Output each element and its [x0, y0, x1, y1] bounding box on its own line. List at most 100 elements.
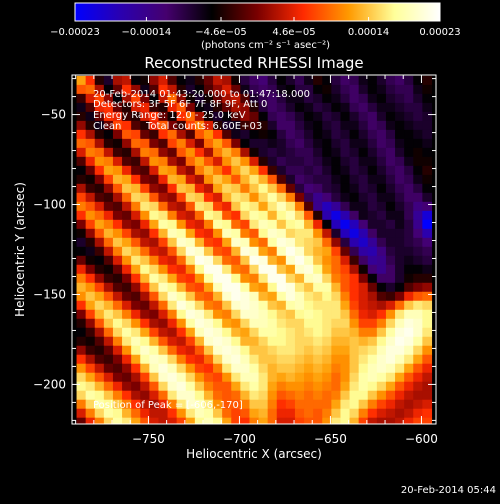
heatmap-cell: [203, 372, 214, 383]
heatmap-cell: [222, 237, 232, 248]
heatmap-cell: [294, 327, 305, 338]
heatmap-cell: [358, 336, 369, 347]
heatmap-cell: [331, 156, 342, 167]
heatmap-cell: [331, 192, 342, 203]
heatmap-cell: [367, 345, 378, 356]
heatmap-cell: [304, 309, 314, 320]
heatmap-cell: [422, 327, 433, 338]
heatmap-cell: [422, 84, 433, 95]
heatmap-cell: [367, 183, 378, 194]
heatmap-cell: [122, 183, 132, 194]
heatmap-cell: [304, 255, 314, 266]
heatmap-cell: [304, 201, 314, 212]
heatmap-cell: [404, 102, 414, 113]
heatmap-cell: [395, 75, 405, 86]
heatmap-cell: [94, 111, 105, 122]
heatmap-cell: [349, 174, 360, 185]
heatmap-cell: [349, 399, 360, 410]
heatmap-cell: [85, 273, 96, 284]
heatmap-cell: [185, 156, 196, 167]
heatmap-cell: [422, 291, 433, 302]
heatmap-cell: [158, 372, 169, 383]
heatmap-cell: [185, 408, 196, 419]
heatmap-cell: [203, 93, 214, 104]
heatmap-cell: [395, 111, 405, 122]
heatmap-cell: [140, 102, 150, 113]
heatmap-cell: [122, 273, 132, 284]
heatmap-cell: [385, 201, 396, 212]
heatmap-cell: [413, 309, 423, 320]
heatmap-cell: [85, 120, 96, 131]
y-tick-label: −50: [41, 108, 66, 122]
heatmap-cell: [103, 75, 114, 86]
heatmap-cell: [231, 201, 241, 212]
heatmap-cell: [340, 291, 351, 302]
heatmap-cell: [203, 120, 214, 131]
heatmap-cell: [103, 417, 114, 424]
heatmap-cell: [222, 282, 232, 293]
heatmap-cell: [185, 174, 196, 185]
colorbar-tick-label: 4.6e−05: [272, 27, 315, 38]
heatmap-cell: [422, 138, 433, 149]
heatmap-cell: [422, 210, 433, 221]
heatmap-cell: [213, 93, 223, 104]
heatmap-cell: [131, 183, 141, 194]
heatmap-cell: [185, 390, 196, 401]
heatmap-cell: [194, 399, 205, 410]
heatmap-cell: [422, 354, 433, 365]
heatmap-cell: [103, 147, 114, 158]
heatmap-cell: [222, 273, 232, 284]
heatmap-cell: [267, 390, 278, 401]
timestamp: 20-Feb-2014 05:44: [401, 485, 496, 496]
heatmap-cell: [213, 417, 223, 424]
heatmap-cell: [103, 192, 114, 203]
heatmap-cell: [422, 174, 433, 185]
heatmap-cell: [404, 183, 414, 194]
heatmap-cell: [140, 381, 150, 392]
heatmap-cell: [167, 273, 178, 284]
heatmap-cell: [122, 408, 132, 419]
heatmap-cell: [213, 165, 223, 176]
heatmap-cell: [167, 408, 178, 419]
heatmap-cell: [158, 138, 169, 149]
heatmap-cell: [395, 327, 405, 338]
heatmap-cell: [131, 165, 141, 176]
heatmap-cell: [94, 390, 105, 401]
heatmap-cell: [395, 291, 405, 302]
annotation-total-counts: Total counts: 6.60E+03: [145, 121, 262, 132]
heatmap-cell: [149, 264, 160, 275]
heatmap-cell: [340, 408, 351, 419]
heatmap-cell: [358, 111, 369, 122]
heatmap-cell: [140, 273, 150, 284]
heatmap-cell: [240, 219, 251, 230]
heatmap-cell: [395, 246, 405, 257]
heatmap-cell: [213, 399, 223, 410]
heatmap-cell: [149, 156, 160, 167]
heatmap-cell: [240, 309, 251, 320]
heatmap-cell: [149, 363, 160, 374]
heatmap-cell: [376, 273, 387, 284]
heatmap-cell: [249, 84, 260, 95]
heatmap-cell: [94, 93, 105, 104]
heatmap-cell: [222, 318, 232, 329]
heatmap-cell: [167, 111, 178, 122]
heatmap-cell: [185, 138, 196, 149]
heatmap-cell: [285, 75, 296, 86]
heatmap-cell: [285, 138, 296, 149]
heatmap-cell: [131, 84, 141, 95]
heatmap-cell: [249, 174, 260, 185]
heatmap-cell: [249, 111, 260, 122]
heatmap-cell: [349, 165, 360, 176]
heatmap-cell: [422, 336, 433, 347]
heatmap-cell: [294, 201, 305, 212]
heatmap-cell: [376, 372, 387, 383]
heatmap-cell: [258, 147, 269, 158]
heatmap-cell: [140, 93, 150, 104]
heatmap-cell: [422, 255, 433, 266]
heatmap-cell: [103, 201, 114, 212]
heatmap-cell: [112, 102, 123, 113]
heatmap-cell: [413, 354, 423, 365]
heatmap-cell: [213, 84, 223, 95]
heatmap-cell: [404, 345, 414, 356]
heatmap-cell: [185, 201, 196, 212]
